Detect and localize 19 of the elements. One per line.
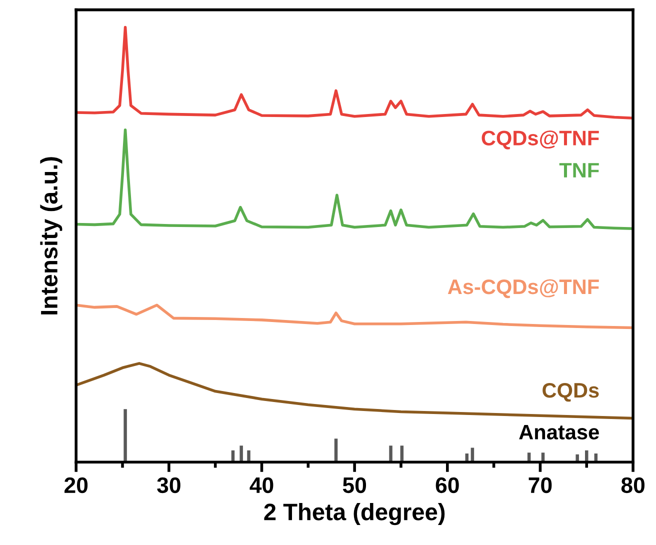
series-label: CQDs@TNF [482,130,599,150]
bar [585,450,588,462]
x-tick-label: 70 [528,477,552,494]
series-label: As-CQDs@TNF [448,279,599,298]
text: TNF [559,163,599,178]
x-tick-label: 50 [342,477,366,494]
x-tick-label: 60 [436,477,459,494]
series-label: CQDs [542,382,599,402]
series-label: Anatase [519,424,599,440]
x-tick-label: 40 [250,477,274,494]
y-axis-title: Intensity (a.u.) [40,157,62,314]
x-tick-label: 30 [157,477,180,494]
x-tick-label: 20 [64,477,88,494]
bar [389,446,392,462]
bar [247,450,250,462]
x-axis-title: 2 Theta (degree) [264,503,445,526]
bar [240,446,243,462]
bar [124,409,127,462]
x-tick-label: 80 [621,477,644,494]
